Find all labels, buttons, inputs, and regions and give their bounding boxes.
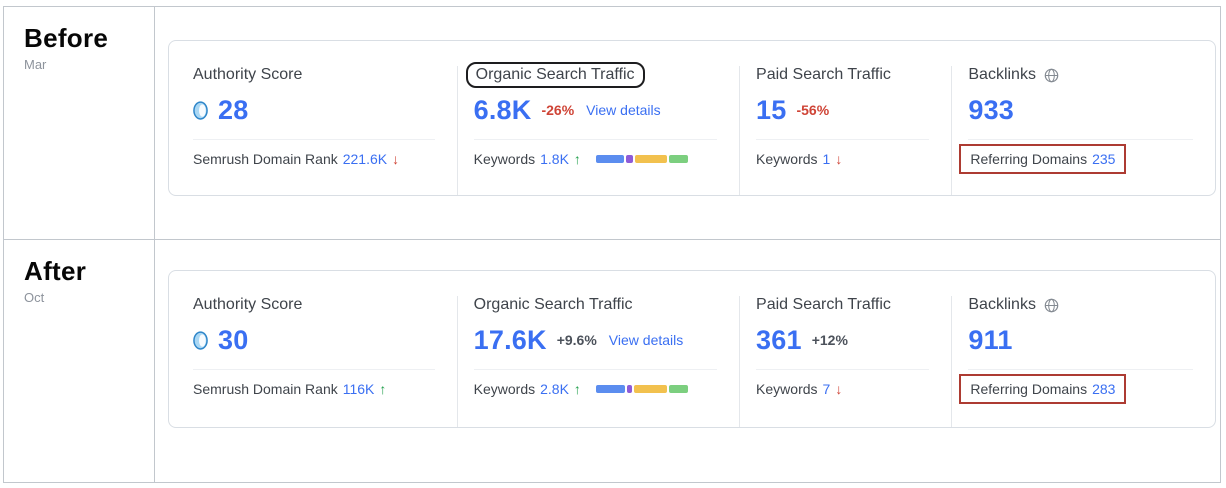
period-label-before: Mar (24, 57, 47, 72)
change-percent: +9.6% (556, 332, 597, 348)
footer-value-link[interactable]: 221.6K (342, 151, 388, 167)
arrow-up-icon: ↑ (573, 381, 581, 397)
keywords-label: Keywords (756, 151, 818, 167)
intent-distribution-bar (595, 385, 688, 393)
after-card-area: Authority Score 30 Semrush Domain Rank 1… (155, 240, 1220, 482)
metric-value: 361 (756, 324, 802, 355)
metric-title: Paid Search Traffic (756, 66, 891, 83)
metric-title: Backlinks (968, 66, 1036, 83)
arrow-down-icon: ↓ (392, 151, 400, 167)
intent-bar-segment (669, 385, 688, 393)
metric-value: 30 (218, 324, 249, 355)
referring-domains-label: Referring Domains (970, 151, 1088, 167)
metric-value: 17.6K (473, 324, 547, 355)
metric-backlinks: Backlinks 911 Referring Domains 283 (951, 296, 1215, 427)
metric-title: Authority Score (193, 66, 303, 83)
keywords-label: Keywords (473, 151, 536, 167)
metric-organic-traffic: Organic Search Traffic 6.8K -26% View de… (456, 62, 739, 195)
keywords-value-link[interactable]: 1 (822, 151, 831, 167)
arrow-down-icon: ↓ (835, 381, 843, 397)
section-title-before: Before (24, 23, 109, 53)
referring-domains-value-link[interactable]: 235 (1092, 151, 1116, 167)
metrics-card-before: Authority Score 28 Semrush Domain Rank 2… (168, 40, 1216, 196)
keywords-label: Keywords (756, 381, 818, 397)
metric-title: Backlinks (968, 296, 1036, 313)
intent-bar-segment (668, 155, 688, 163)
globe-icon (1044, 68, 1059, 83)
before-label-cell: Before Mar (4, 7, 155, 239)
footer-label: Semrush Domain Rank (193, 381, 338, 397)
after-label-cell: After Oct (4, 240, 155, 482)
intent-bar-segment (626, 155, 634, 163)
intent-bar-segment (634, 385, 667, 393)
annotation-box-red: Referring Domains 235 (959, 144, 1127, 174)
view-details-link[interactable]: View details (586, 102, 661, 118)
comparison-frame: Before Mar Authority Score 28 Semru (3, 6, 1221, 483)
metric-title: Organic Search Traffic (475, 66, 635, 83)
metric-value: 933 (968, 94, 1015, 125)
referring-domains-value-link[interactable]: 283 (1092, 381, 1116, 397)
referring-domains-label: Referring Domains (970, 381, 1088, 397)
globe-icon (1044, 298, 1059, 313)
before-card-area: Authority Score 28 Semrush Domain Rank 2… (155, 7, 1220, 239)
period-label-after: Oct (24, 290, 45, 305)
metric-organic-traffic: Organic Search Traffic 17.6K +9.6% View … (456, 296, 739, 427)
section-title-after: After (24, 256, 87, 286)
after-section: After Oct Authority Score 30 Semrus (4, 240, 1220, 482)
metrics-card-after: Authority Score 30 Semrush Domain Rank 1… (168, 270, 1216, 428)
change-percent: -26% (541, 102, 575, 118)
keywords-value-link[interactable]: 7 (822, 381, 831, 397)
footer-value-link[interactable]: 116K (342, 381, 375, 397)
metric-value: 28 (218, 94, 249, 125)
intent-bar-segment (635, 155, 667, 163)
metric-value: 6.8K (473, 94, 532, 125)
change-percent: -56% (796, 102, 830, 118)
arrow-up-icon: ↑ (573, 151, 581, 167)
keywords-label: Keywords (473, 381, 536, 397)
metric-paid-traffic: Paid Search Traffic 15 -56% Keywords 1 ↓ (739, 66, 951, 195)
metric-value: 15 (756, 94, 787, 125)
metric-paid-traffic: Paid Search Traffic 361 +12% Keywords 7 … (739, 296, 951, 427)
metric-backlinks: Backlinks 933 Referring Domains 235 (951, 66, 1215, 195)
arrow-down-icon: ↓ (835, 151, 843, 167)
view-details-link[interactable]: View details (608, 332, 684, 348)
metric-title: Paid Search Traffic (756, 296, 891, 313)
metric-value: 911 (968, 324, 1013, 355)
keywords-value-link[interactable]: 1.8K (540, 151, 569, 167)
intent-bar-segment (627, 385, 633, 393)
authority-score-icon (193, 100, 208, 120)
intent-bar-segment (595, 155, 625, 163)
metric-title: Authority Score (193, 296, 303, 313)
intent-distribution-bar (595, 155, 688, 163)
annotation-box-red: Referring Domains 283 (959, 374, 1127, 404)
metric-authority-score: Authority Score 28 Semrush Domain Rank 2… (169, 66, 457, 195)
arrow-up-icon: ↑ (379, 381, 387, 397)
footer-label: Semrush Domain Rank (193, 151, 338, 167)
intent-bar-segment (595, 385, 626, 393)
before-section: Before Mar Authority Score 28 Semru (4, 7, 1220, 240)
metric-title: Organic Search Traffic (473, 296, 633, 313)
metric-authority-score: Authority Score 30 Semrush Domain Rank 1… (169, 296, 457, 427)
change-percent: +12% (811, 332, 848, 348)
annotation-box-black: Organic Search Traffic (465, 62, 645, 88)
keywords-value-link[interactable]: 2.8K (540, 381, 569, 397)
authority-score-icon (193, 330, 208, 350)
